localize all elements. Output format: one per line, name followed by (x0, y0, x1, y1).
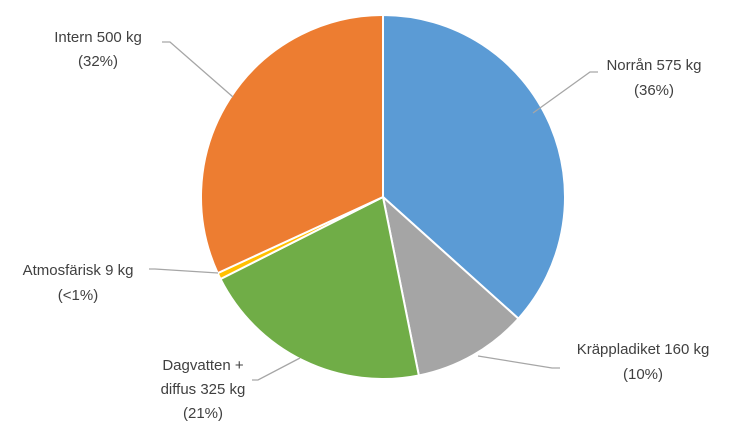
data-label-atmosfarisk-percent: (<1%) (58, 287, 98, 304)
data-label-dagvatten-line2: diffus 325 kg (161, 381, 246, 398)
pie-slice-norr-n (382, 13, 566, 321)
leader-line-intern (162, 41, 234, 98)
data-label-intern-value: Intern 500 kg (54, 29, 142, 46)
data-label-dagvatten-percent: (21%) (183, 405, 223, 422)
leader-lines (149, 41, 598, 381)
data-label-atmosfarisk-value: Atmosfärisk 9 kg (23, 262, 134, 279)
leader-line-norran (532, 71, 598, 114)
data-label-dagvatten-line1: Dagvatten + (162, 357, 244, 374)
pie-slices (200, 13, 566, 380)
data-label-krappladiket-value: Kräppladiket 160 kg (577, 341, 710, 358)
pie-slice-kr-ppladiket (381, 194, 520, 377)
data-labels: Norrån 575 kg (36%) Kräppladiket 160 kg … (23, 29, 710, 422)
leader-line-atmosfarisk (149, 268, 219, 274)
data-label-norran-value: Norrån 575 kg (606, 57, 701, 74)
data-label-norran-percent: (36%) (634, 82, 674, 99)
leader-line-dagvatten (252, 357, 301, 381)
leader-line-krappladiket (477, 355, 560, 369)
pie-slice-dagvatten-diffus (219, 195, 421, 380)
data-label-krappladiket-percent: (10%) (623, 366, 663, 383)
data-label-intern-percent: (32%) (78, 53, 118, 70)
pie-slice-intern (200, 13, 384, 275)
